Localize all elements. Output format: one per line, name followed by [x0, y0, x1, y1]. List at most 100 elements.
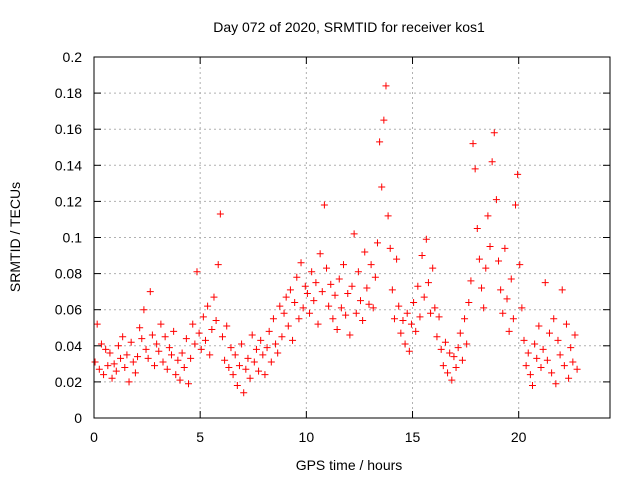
data-point [295, 315, 303, 323]
data-point [238, 340, 246, 348]
data-point [187, 354, 195, 362]
data-point [378, 183, 386, 191]
data-point [361, 248, 369, 256]
data-point [382, 82, 390, 90]
data-point [499, 309, 507, 317]
data-point [318, 288, 326, 296]
data-point [420, 293, 428, 301]
data-point [138, 335, 146, 343]
data-point [289, 336, 297, 344]
data-point [335, 275, 343, 283]
data-point [323, 264, 331, 272]
data-point [405, 347, 413, 355]
data-point [286, 286, 294, 294]
data-point [548, 369, 556, 377]
data-point [218, 333, 226, 341]
data-point [495, 257, 503, 265]
data-point [210, 293, 218, 301]
data-point [388, 286, 396, 294]
data-point [367, 261, 375, 269]
data-point [518, 304, 526, 312]
data-point [174, 356, 182, 364]
data-point [134, 353, 142, 361]
data-point [556, 351, 564, 359]
data-point [189, 320, 197, 328]
data-point [100, 371, 108, 379]
chart-title: Day 072 of 2020, SRMTID for receiver kos… [213, 19, 485, 35]
data-point [446, 349, 454, 357]
data-point [104, 362, 112, 370]
y-tick-label: 0.12 [55, 193, 82, 209]
data-point [545, 329, 553, 337]
data-point [543, 356, 551, 364]
data-point [229, 371, 237, 379]
data-point [393, 255, 401, 263]
data-point [180, 363, 188, 371]
data-point [397, 329, 405, 337]
data-point [153, 340, 161, 348]
data-point [541, 279, 549, 287]
data-point [352, 309, 360, 317]
data-point [114, 342, 122, 350]
data-point [533, 354, 541, 362]
data-point [140, 306, 148, 314]
data-point [552, 380, 560, 388]
data-point [461, 315, 469, 323]
data-point [505, 327, 513, 335]
x-tick-label: 15 [405, 429, 421, 445]
data-point [516, 261, 524, 269]
data-point [93, 320, 101, 328]
data-point [193, 268, 201, 276]
data-point [488, 158, 496, 166]
data-point [369, 304, 377, 312]
data-point [129, 358, 137, 366]
data-point [299, 304, 307, 312]
data-point [127, 338, 135, 346]
data-point [492, 196, 500, 204]
data-point [478, 284, 486, 292]
data-point [482, 264, 490, 272]
data-point [144, 354, 152, 362]
data-point [216, 210, 224, 218]
data-point [233, 382, 241, 390]
data-point [161, 333, 169, 341]
data-point [480, 304, 488, 312]
data-point [121, 363, 129, 371]
data-point [182, 335, 190, 343]
data-point [240, 389, 248, 397]
data-point [329, 315, 337, 323]
data-point [142, 345, 150, 353]
y-tick-label: 0.2 [63, 49, 83, 65]
data-point [146, 288, 154, 296]
data-point [403, 309, 411, 317]
data-point [354, 268, 362, 276]
data-point [524, 349, 532, 357]
data-point [501, 244, 509, 252]
data-point [255, 367, 263, 375]
data-point [316, 250, 324, 258]
data-point [246, 374, 254, 382]
data-point [350, 230, 358, 238]
data-point [471, 165, 479, 173]
data-point [102, 345, 110, 353]
data-point [486, 243, 494, 251]
data-point [280, 309, 288, 317]
data-point [473, 224, 481, 232]
data-point [178, 349, 186, 357]
data-point [371, 273, 379, 281]
data-point [399, 317, 407, 325]
data-point [390, 315, 398, 323]
data-point [475, 255, 483, 263]
data-point [463, 340, 471, 348]
data-point [386, 244, 394, 252]
y-tick-label: 0.02 [55, 374, 82, 390]
data-point [340, 261, 348, 269]
data-point [110, 360, 118, 368]
data-point [331, 291, 339, 299]
data-point [526, 371, 534, 379]
data-point [512, 201, 520, 209]
data-point [151, 362, 159, 370]
data-point [231, 351, 239, 359]
data-point [235, 362, 243, 370]
data-point [303, 289, 311, 297]
